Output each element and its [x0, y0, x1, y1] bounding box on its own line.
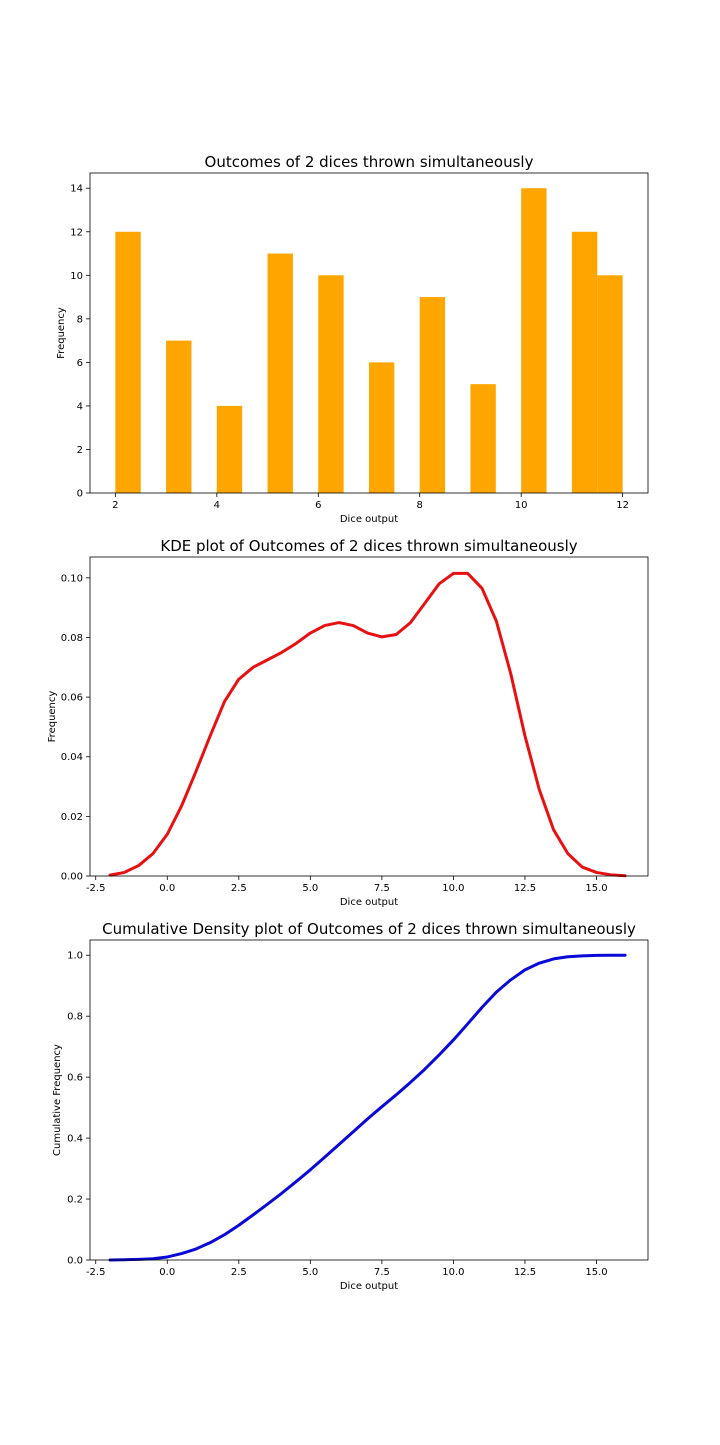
y-tick-label: 0.06 [61, 693, 83, 704]
x-tick-label: 10 [515, 500, 528, 511]
x-axis-label: Dice output [340, 1281, 398, 1292]
y-tick-label: 14 [70, 184, 83, 195]
axes-frame [89, 939, 649, 1261]
y-tick-label: 4 [77, 401, 83, 412]
y-tick-label: 2 [77, 445, 83, 456]
y-tick-label: 0.04 [61, 752, 83, 763]
y-tick-label: 6 [77, 358, 83, 369]
x-tick-label: -2.5 [86, 883, 106, 894]
axes-frame [89, 172, 649, 494]
x-tick-label: 12.5 [514, 883, 536, 894]
cdf-line [108, 953, 627, 1262]
y-tick-label: 0.08 [61, 633, 83, 644]
x-tick-label: 0.0 [159, 883, 175, 894]
kde-line [108, 571, 627, 878]
histogram-bar [571, 231, 598, 493]
histogram-bar [166, 340, 192, 493]
y-tick-label: 8 [77, 314, 83, 325]
histogram-bar [369, 362, 395, 493]
x-tick-label: 6 [315, 500, 321, 511]
y-tick-label: 0.02 [61, 812, 83, 823]
y-axis-label: Cumulative Frequency [52, 1044, 63, 1156]
x-tick-label: 12 [616, 500, 629, 511]
x-tick-label: 10.0 [442, 883, 464, 894]
histogram-bar [470, 384, 496, 493]
axes-frame [89, 556, 649, 877]
y-tick-label: 0.10 [61, 573, 83, 584]
y-tick-label: 0.4 [67, 1134, 83, 1145]
x-tick-label: 15.0 [585, 883, 607, 894]
y-tick-label: 10 [70, 271, 83, 282]
cdf-panel: -2.5 0.0 2.5 5.0 7.5 10.0 12.5 15.00.00.20.40.6… [52, 920, 649, 1292]
x-axis-label: Dice output [340, 514, 398, 525]
x-tick-label: 12.5 [514, 1267, 536, 1278]
y-tick-label: 0.8 [67, 1012, 83, 1023]
y-tick-label: 1.0 [67, 951, 83, 962]
x-tick-label: 2.5 [231, 883, 247, 894]
x-axis-label: Dice output [340, 897, 398, 908]
x-tick-label: 4 [214, 500, 220, 511]
x-tick-label: 0.0 [159, 1267, 175, 1278]
histogram-bar [216, 405, 243, 493]
y-tick-label: 0.00 [61, 872, 83, 883]
histogram-bar [521, 188, 547, 493]
x-tick-label: 5.0 [302, 1267, 318, 1278]
y-tick-label: 0.2 [67, 1195, 83, 1206]
chart-title: Cumulative Density plot of Outcomes of 2… [102, 920, 636, 938]
histogram-panel: 2 4 6 8 10 12 0 2 4 6 8 10 12 14 Dice output Frequency O… [56, 153, 649, 525]
x-tick-label: 8 [417, 500, 423, 511]
histogram-bar [597, 275, 623, 493]
y-axis-label: Frequency [56, 307, 67, 359]
x-tick-label: 5.0 [302, 883, 318, 894]
y-tick-label: 0.0 [67, 1256, 83, 1267]
histogram-bar [419, 297, 446, 493]
kde-panel: -2.5 0.0 2.5 5.0 7.5 10.0 12.5 15.0 0.00 0.02 0.04… [47, 537, 649, 908]
x-tick-label: 2.5 [231, 1267, 247, 1278]
x-tick-label: 10.0 [442, 1267, 464, 1278]
y-axis-label: Frequency [47, 691, 58, 743]
y-tick-label: 0.6 [67, 1073, 83, 1084]
y-tick-label: 12 [70, 227, 83, 238]
histogram-bar [115, 231, 141, 493]
histogram-bar [318, 275, 344, 493]
chart-title: KDE plot of Outcomes of 2 dices thrown s… [160, 537, 577, 555]
x-tick-label: 2 [112, 500, 118, 511]
x-tick-label: 15.0 [585, 1267, 607, 1278]
x-tick-label: 7.5 [374, 1267, 390, 1278]
x-tick-label: -2.5 [86, 1267, 106, 1278]
chart-title: Outcomes of 2 dices thrown simultaneousl… [205, 153, 534, 171]
x-tick-label: 7.5 [374, 883, 390, 894]
y-tick-label: 0 [77, 489, 83, 500]
histogram-bar [267, 253, 293, 493]
